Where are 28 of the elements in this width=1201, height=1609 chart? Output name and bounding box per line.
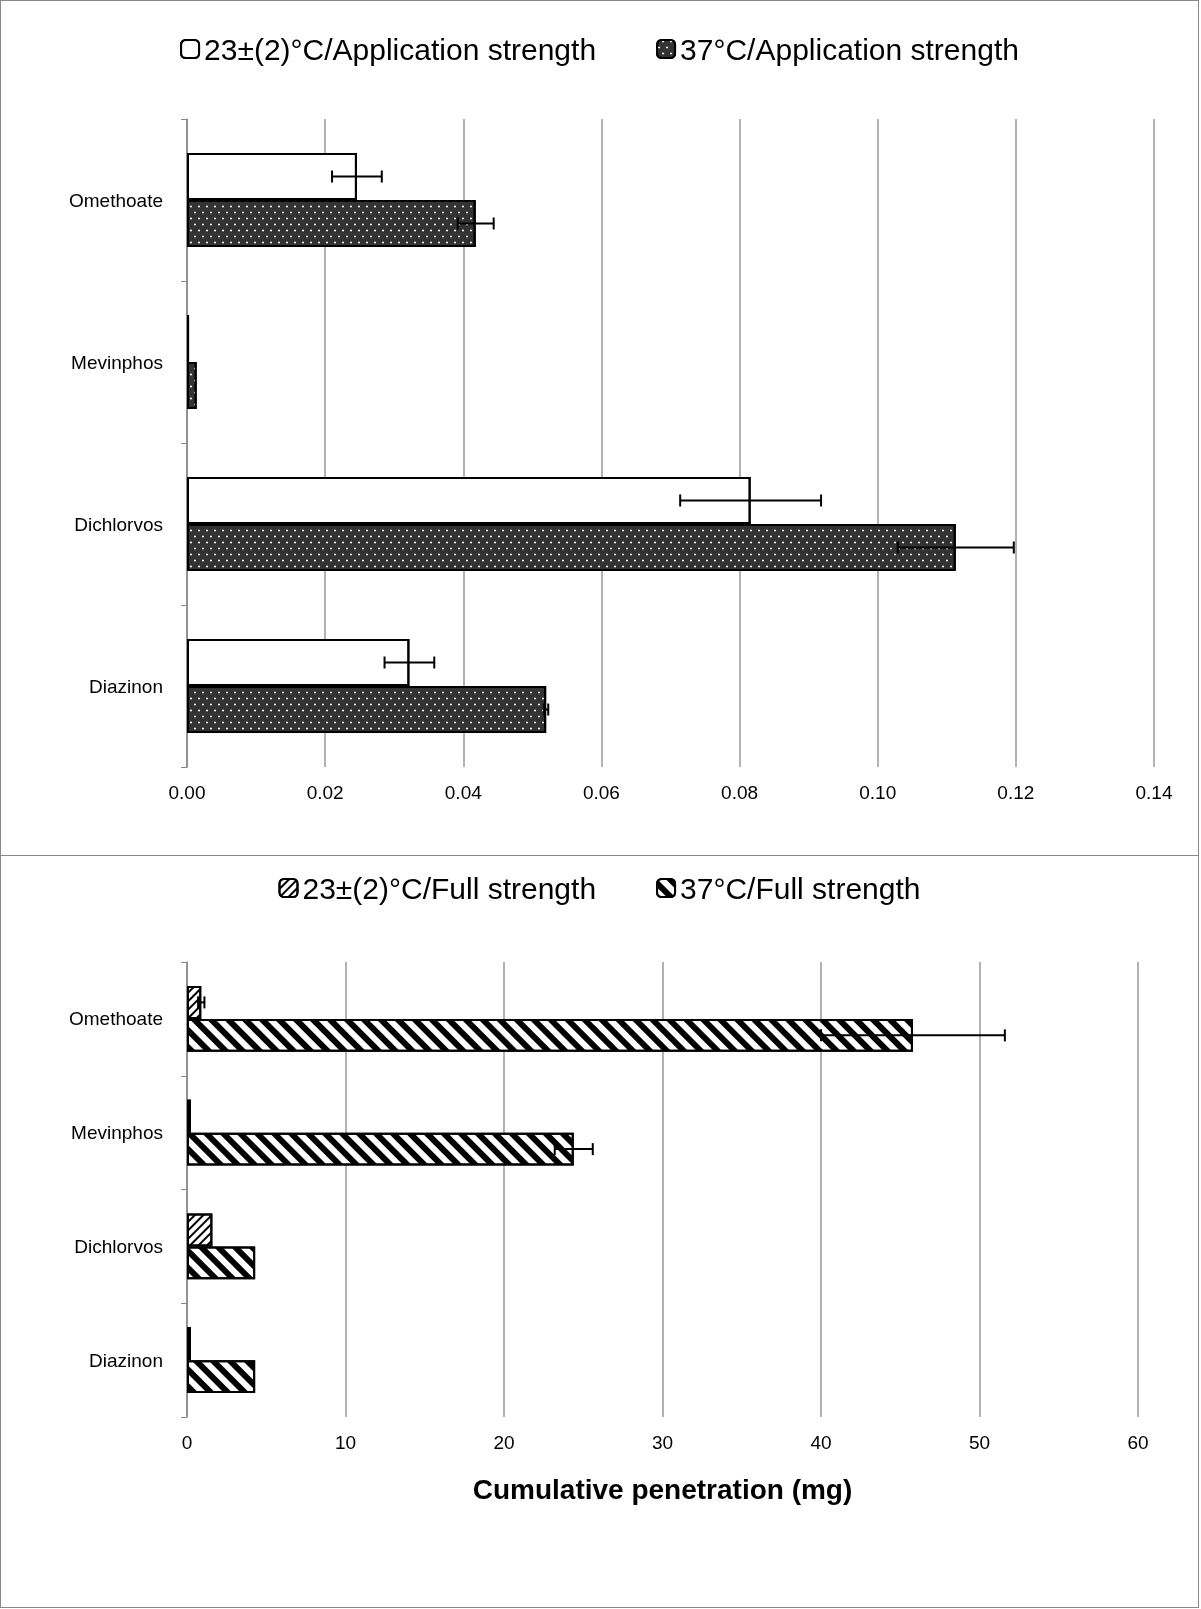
y-tick-label: Omethoate — [69, 1008, 163, 1030]
x-tick-label: 0.02 — [306, 782, 344, 803]
legend-label: 23±(2)°C/Application strength — [204, 32, 597, 66]
x-tick-label: 10 — [334, 1432, 357, 1453]
x-tick-label: 60 — [1127, 1432, 1149, 1453]
x-tick-label: 0 — [181, 1432, 193, 1453]
y-tick-label: Mevinphos — [71, 1122, 163, 1144]
y-tick-label: Diazinon — [89, 1349, 163, 1371]
x-tick-label: 0.04 — [444, 782, 483, 803]
x-tick-label: 20 — [493, 1432, 515, 1453]
x-tick-label: 50 — [968, 1432, 991, 1453]
x-tick-label: 0.08 — [721, 782, 759, 803]
legend-label: 23±(2)°C/Full strength — [302, 871, 597, 905]
x-tick-label: 0.12 — [997, 782, 1035, 803]
legend-label: 37°C/Full strength — [680, 871, 921, 905]
x-tick-label: 0.14 — [1135, 782, 1173, 803]
legend-label: 37°C/Application strength — [680, 32, 1019, 66]
y-tick-label: Mevinphos — [71, 351, 163, 373]
x-tick-label: 30 — [651, 1432, 674, 1453]
x-tick-label: 0.10 — [859, 782, 897, 803]
y-tick-label: Dichlorvos — [74, 513, 163, 535]
y-tick-label: Omethoate — [69, 189, 163, 211]
x-tick-label: 40 — [810, 1432, 832, 1453]
x-tick-label: 0.06 — [582, 782, 620, 803]
x-axis-title: Cumulative penetration (mg) — [472, 1473, 853, 1505]
y-tick-label: Dichlorvos — [74, 1235, 163, 1257]
x-tick-label: 0.00 — [168, 782, 206, 803]
y-tick-label: Diazinon — [89, 675, 163, 697]
